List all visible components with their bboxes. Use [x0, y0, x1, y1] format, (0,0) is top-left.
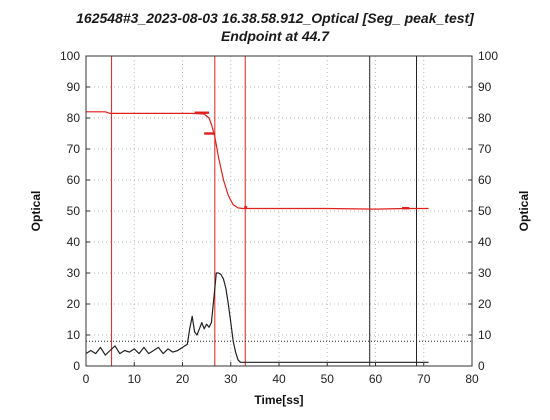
y-left-tick-label: 30: [67, 266, 81, 280]
x-tick-label: 80: [465, 372, 479, 386]
y-left-tick-label: 20: [67, 297, 81, 311]
x-tick-label: 40: [272, 372, 286, 386]
marker-layer: [194, 111, 410, 210]
y-left-tick-label: 10: [67, 328, 81, 342]
y-left-tick-label: 60: [67, 173, 81, 187]
y-axis-label-left: Optical: [29, 191, 43, 232]
grid: [85, 55, 473, 367]
series-line-0: [86, 111, 429, 210]
x-tick-label: 0: [83, 372, 90, 386]
x-tick-label: 50: [321, 372, 335, 386]
y-axis-label-right: Optical: [517, 191, 531, 232]
x-tick-label: 20: [176, 372, 190, 386]
chart-title: 162548#3_2023-08-03 16.38.58.912_Optical…: [76, 10, 474, 26]
y-left-tick-label: 80: [67, 111, 81, 125]
y-right-tick-label: 50: [478, 204, 492, 218]
x-tick-label: 70: [417, 372, 431, 386]
reference-lines: [86, 56, 472, 366]
x-tick-label: 10: [128, 372, 142, 386]
y-left-tick-label: 90: [67, 80, 81, 94]
x-tick-label: 60: [369, 372, 383, 386]
x-tick-label: 30: [224, 372, 238, 386]
chart-subtitle: Endpoint at 44.7: [220, 28, 330, 44]
y-left-tick-label: 50: [67, 204, 81, 218]
y-right-tick-label: 100: [478, 49, 498, 63]
y-right-tick-label: 20: [478, 297, 492, 311]
y-left-tick-label: 40: [67, 235, 81, 249]
y-left-tick-label: 70: [67, 142, 81, 156]
y-left-tick-label: 0: [73, 359, 80, 373]
y-axis-right-ticks: 0 10 20 30 40 50 60 70 80 90 100: [468, 49, 498, 373]
y-right-tick-label: 30: [478, 266, 492, 280]
series-layer: [85, 111, 429, 363]
y-right-tick-label: 0: [478, 359, 485, 373]
y-right-tick-label: 70: [478, 142, 492, 156]
y-right-tick-label: 10: [478, 328, 492, 342]
x-axis-label: Time[ss]: [254, 393, 303, 407]
y-right-tick-label: 90: [478, 80, 492, 94]
y-right-tick-label: 40: [478, 235, 492, 249]
series-line-1: [85, 272, 429, 363]
y-right-tick-label: 60: [478, 173, 492, 187]
y-left-tick-label: 100: [60, 49, 80, 63]
x-axis-ticks: 0 10 20 30 40 50 60 70 80: [83, 362, 479, 386]
y-right-tick-label: 80: [478, 111, 492, 125]
y-axis-left-ticks: 0 10 20 30 40 50 60 70 80 90 100: [60, 49, 90, 373]
